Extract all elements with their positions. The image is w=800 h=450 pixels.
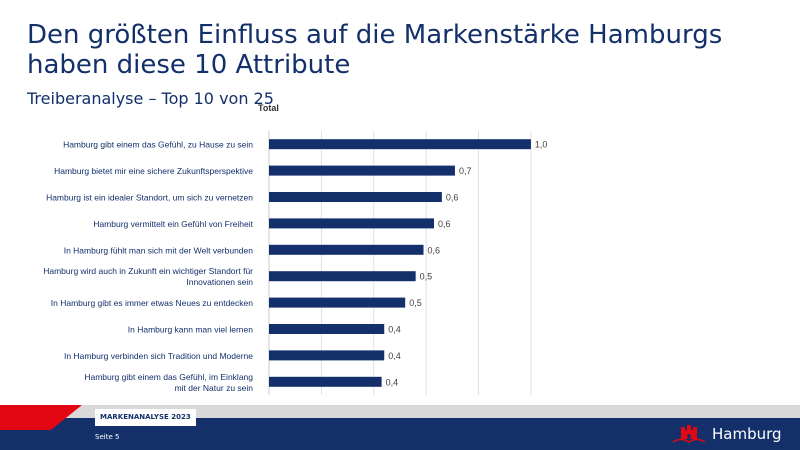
- bar: [269, 218, 434, 229]
- chart-title: Total: [258, 103, 279, 113]
- category-label-line: Innovationen sein: [186, 277, 253, 287]
- bar: [269, 244, 424, 255]
- slide-title: Den größten Einfluss auf die Markenstärk…: [27, 20, 723, 80]
- bar: [269, 271, 416, 282]
- bar-value-label: 0,5: [420, 272, 433, 282]
- bar: [269, 139, 531, 150]
- category-label-line: In Hamburg verbinden sich Tradition und …: [64, 351, 253, 361]
- category-label: Hamburg gibt einem das Gefühl, zu Hause …: [63, 140, 253, 150]
- bar-value-label: 0,4: [388, 325, 401, 335]
- category-label-line: In Hamburg fühlt man sich mit der Welt v…: [64, 245, 254, 255]
- bar-value-label: 0,6: [428, 245, 441, 255]
- bar: [269, 376, 382, 387]
- driver-bar-chart: Total 1,0 Hamburg gibt einem das Gefühl, z…: [43, 103, 548, 395]
- footer-divider: [0, 405, 800, 418]
- category-label: In Hamburg kann man viel lernen: [128, 325, 253, 335]
- category-label: Hamburg bietet mir eine sichere Zukunfts…: [54, 166, 253, 176]
- category-label: Hamburg wird auch in Zukunft ein wichtig…: [43, 266, 253, 287]
- bar-value-label: 0,4: [386, 377, 399, 387]
- category-label-line: Hamburg vermittelt ein Gefühl von Freihe…: [93, 219, 253, 229]
- category-label-line: Hamburg gibt einem das Gefühl, zu Hause …: [63, 140, 253, 150]
- category-label: In Hamburg gibt es immer etwas Neues zu …: [51, 298, 253, 308]
- category-label: In Hamburg fühlt man sich mit der Welt v…: [64, 245, 254, 255]
- category-label-line: mit der Natur zu sein: [175, 383, 254, 393]
- category-label-line: Hamburg wird auch in Zukunft ein wichtig…: [43, 266, 253, 276]
- slide-subtitle: Treiberanalyse – Top 10 von 25: [27, 89, 274, 108]
- bar-value-label: 0,7: [459, 166, 472, 176]
- bar-value-label: 0,5: [409, 298, 422, 308]
- bar-value-label: 1,0: [535, 140, 548, 150]
- category-label: In Hamburg verbinden sich Tradition und …: [64, 351, 253, 361]
- category-label-line: Hamburg gibt einem das Gefühl, im Einkla…: [84, 372, 253, 382]
- bar: [269, 324, 385, 334]
- bar: [269, 165, 455, 176]
- bar-value-label: 0,6: [446, 193, 459, 203]
- bar: [269, 350, 385, 361]
- bar-value-label: 0,4: [388, 351, 401, 361]
- logo-text: Hamburg: [712, 425, 782, 443]
- hamburg-logo: Hamburg: [672, 421, 782, 447]
- category-label-line: Hamburg ist ein idealer Standort, um sic…: [46, 193, 253, 203]
- category-label: Hamburg gibt einem das Gefühl, im Einkla…: [84, 372, 253, 393]
- category-label-line: In Hamburg kann man viel lernen: [128, 325, 253, 335]
- report-badge: MARKENANALYSE 2023: [95, 409, 196, 426]
- category-label-line: In Hamburg gibt es immer etwas Neues zu …: [51, 298, 253, 308]
- category-label-line: Hamburg bietet mir eine sichere Zukunfts…: [54, 166, 253, 176]
- bar: [269, 297, 406, 308]
- hamburg-castle-icon: [672, 425, 706, 443]
- bar: [269, 192, 442, 202]
- category-label: Hamburg vermittelt ein Gefühl von Freihe…: [93, 219, 253, 229]
- page-number: Seite 5: [95, 433, 120, 441]
- category-label: Hamburg ist ein idealer Standort, um sic…: [46, 193, 253, 203]
- bar-value-label: 0,6: [438, 219, 451, 229]
